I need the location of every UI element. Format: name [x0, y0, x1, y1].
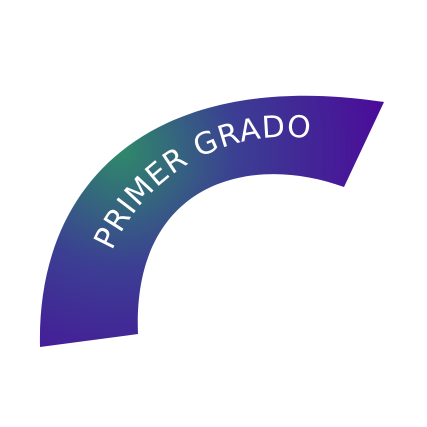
arc-band	[39, 95, 385, 347]
